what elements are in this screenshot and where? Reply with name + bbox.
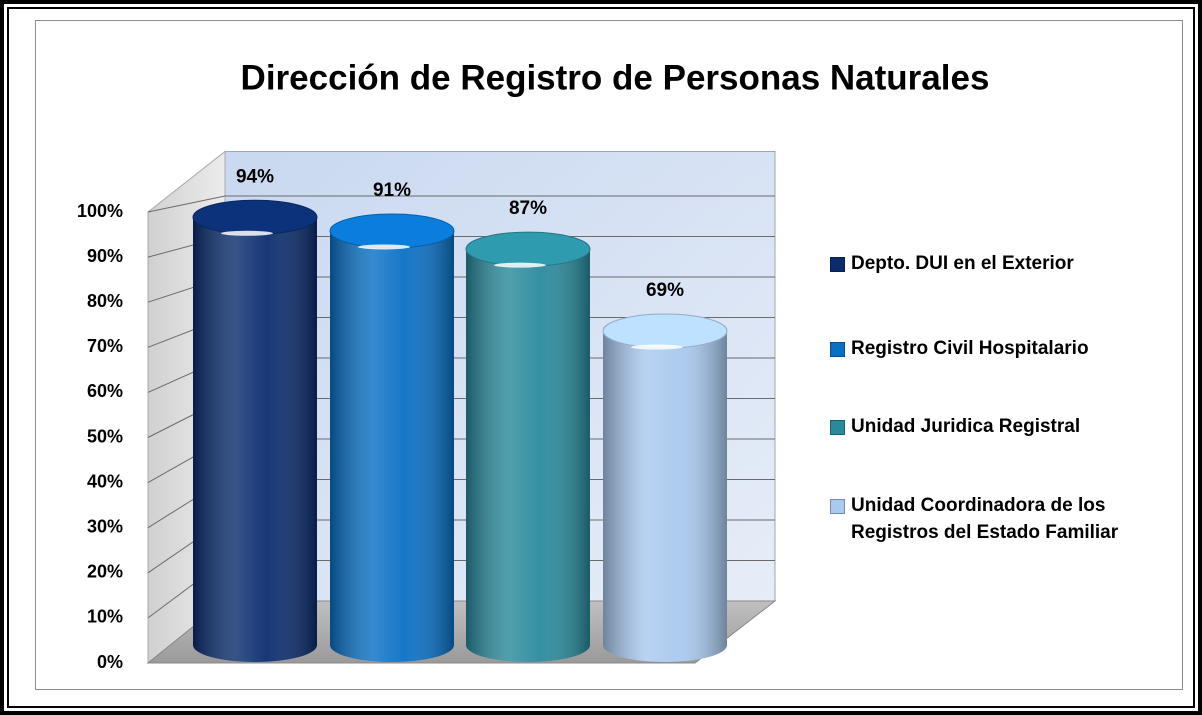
grid-line bbox=[147, 195, 775, 213]
y-tick-label: 90% bbox=[87, 246, 123, 266]
legend-label: Registro Civil Hospitalario bbox=[851, 338, 1089, 359]
data-label: 94% bbox=[236, 166, 274, 187]
cylinder-shading bbox=[193, 217, 317, 663]
cylinder-shading bbox=[466, 249, 590, 662]
cylinder-top bbox=[192, 199, 318, 235]
legend-swatch bbox=[830, 499, 845, 514]
cylinder-highlight bbox=[358, 244, 410, 250]
cylinder-highlight bbox=[221, 230, 273, 236]
cylinder-highlight bbox=[494, 262, 546, 268]
cylinder-top bbox=[329, 213, 455, 249]
y-tick-label: 100% bbox=[77, 201, 123, 221]
y-tick-label: 30% bbox=[87, 516, 123, 536]
data-label: 91% bbox=[373, 180, 411, 201]
legend-swatch bbox=[830, 342, 845, 357]
cylinder-highlight bbox=[631, 344, 683, 350]
y-tick-label: 0% bbox=[97, 652, 123, 672]
legend-label: Depto. DUI en el Exterior bbox=[851, 253, 1074, 274]
legend-swatch bbox=[830, 420, 845, 435]
legend-label: Unidad Coordinadora de los Registros del… bbox=[851, 495, 1119, 543]
y-tick-label: 20% bbox=[87, 562, 123, 582]
legend-swatch bbox=[830, 257, 845, 272]
y-tick-label: 50% bbox=[87, 426, 123, 446]
legend-item: Unidad Juridica Registral bbox=[830, 413, 1170, 440]
y-tick-label: 70% bbox=[87, 336, 123, 356]
cylinder-shading bbox=[603, 331, 727, 662]
cylinder-top bbox=[465, 231, 591, 267]
inner-frame bbox=[7, 7, 1195, 708]
chart-title: Dirección de Registro de Personas Natura… bbox=[241, 58, 990, 97]
cylinder-top bbox=[602, 313, 728, 349]
y-tick-label: 10% bbox=[87, 607, 123, 627]
y-tick-label: 40% bbox=[87, 471, 123, 491]
cylinder-shading bbox=[329, 230, 454, 662]
legend-item: Registro Civil Hospitalario bbox=[830, 335, 1170, 362]
data-label: 87% bbox=[509, 198, 547, 219]
legend-item: Unidad Coordinadora de los Registros del… bbox=[830, 492, 1170, 546]
y-tick-label: 80% bbox=[87, 291, 123, 311]
legend-label: Unidad Juridica Registral bbox=[851, 416, 1081, 437]
y-tick-label: 60% bbox=[87, 381, 123, 401]
legend-item: Depto. DUI en el Exterior bbox=[830, 250, 1170, 277]
data-label: 69% bbox=[646, 280, 684, 301]
